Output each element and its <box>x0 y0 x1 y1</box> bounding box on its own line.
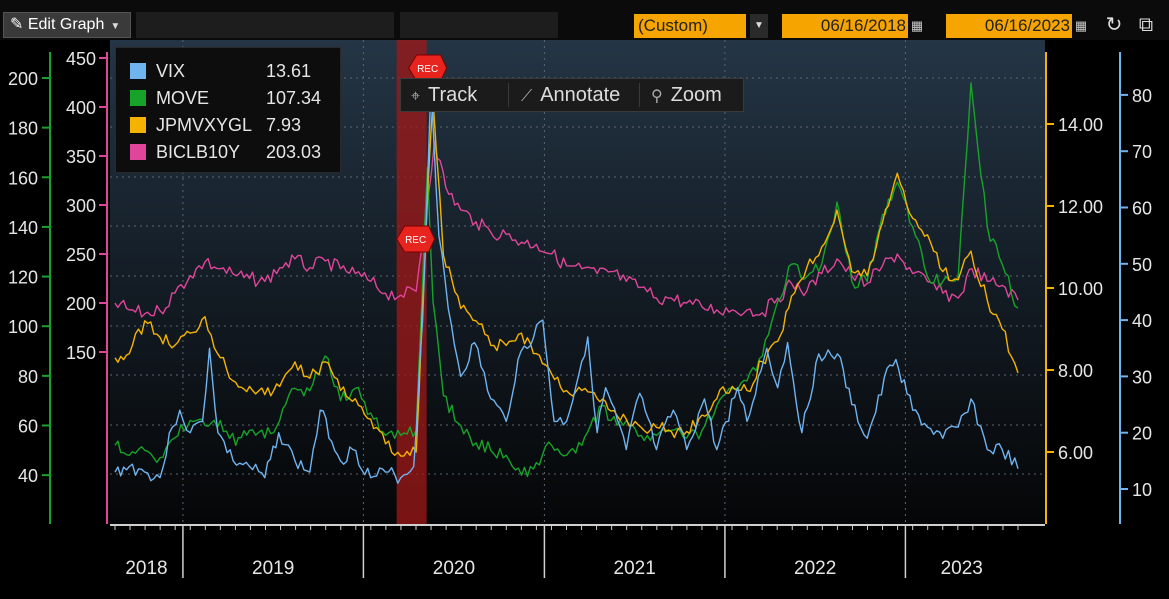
move-tick-label: 100 <box>8 317 38 337</box>
legend-name: MOVE <box>156 88 210 108</box>
jpmvxygl-tick-label: 6.00 <box>1058 443 1093 463</box>
edit-graph-label: Edit Graph <box>27 16 105 33</box>
crosshair-icon: ⌖ <box>411 88 421 105</box>
vix-tick-label: 10 <box>1132 480 1152 500</box>
move-tick-label: 40 <box>18 466 38 486</box>
chevron-down-icon: ▼ <box>110 21 121 32</box>
vix-tick-label: 20 <box>1132 424 1152 444</box>
x-tick-label: 2019 <box>252 558 294 579</box>
biclb10y-tick-label: 350 <box>66 147 96 167</box>
legend-swatch <box>130 90 146 106</box>
rec-marker-label: REC <box>405 235 426 246</box>
legend-value: 13.61 <box>266 61 312 81</box>
jpmvxygl-tick-label: 12.00 <box>1058 197 1103 217</box>
rec-marker-label: REC <box>417 64 438 75</box>
toolbar-divider <box>508 83 509 107</box>
vix-tick-label: 40 <box>1132 311 1152 331</box>
legend-value: 107.34 <box>266 88 322 108</box>
x-tick-label: 2023 <box>941 558 983 579</box>
jpmvxygl-tick-label: 8.00 <box>1058 361 1093 381</box>
x-tick-label: 2018 <box>125 558 167 579</box>
rec-marker-mid: REC <box>396 225 436 253</box>
calendar-icon[interactable]: ▦ <box>910 18 924 33</box>
legend-swatch <box>130 63 146 79</box>
vix-tick-label: 60 <box>1132 199 1152 219</box>
x-tick-label: 2022 <box>794 558 836 579</box>
range-dropdown-icon[interactable]: ▼ <box>750 14 768 38</box>
move-tick-label: 60 <box>18 416 38 436</box>
right-axes: 6.00 8.00 10.00 12.00 14.00 10 20 30 40 50 60 70 80 <box>1045 52 1152 524</box>
toolbar-divider <box>639 83 640 107</box>
top-toolbar: ✎ Edit Graph ▼ (Custom) ▼ 06/16/2018 ▦ 06… <box>0 0 1169 40</box>
biclb10y-tick-label: 400 <box>66 98 96 118</box>
biclb10y-tick-label: 300 <box>66 196 96 216</box>
jpmvxygl-tick-label: 14.00 <box>1058 115 1103 135</box>
move-tick-label: 80 <box>18 367 38 387</box>
recession-band <box>396 40 427 524</box>
x-tick-label: 2021 <box>614 558 656 579</box>
move-tick-label: 200 <box>8 69 38 89</box>
legend-name: VIX <box>156 61 186 81</box>
move-tick-label: 180 <box>8 119 38 139</box>
chart-tools-toolbar: ⌖ Track ⟋ Annotate ⚲ Zoom <box>400 78 744 112</box>
legend-swatch <box>130 117 146 133</box>
series-line-move <box>114 82 1019 478</box>
vix-tick-label: 70 <box>1132 142 1152 162</box>
series-line-biclb10y <box>114 140 1019 318</box>
x-axis: 2018 2019 2020 2021 2022 2023 <box>110 524 1045 579</box>
pencil-icon: ✎ <box>10 16 24 33</box>
zoom-tool[interactable]: ⚲ Zoom <box>651 79 722 111</box>
annotate-icon: ⟋ <box>521 88 533 105</box>
biclb10y-tick-label: 150 <box>66 343 96 363</box>
search-icon: ⚲ <box>651 88 663 105</box>
rec-marker-shape <box>396 225 436 253</box>
calendar-icon[interactable]: ▦ <box>1074 18 1088 33</box>
series-lines <box>114 82 1019 484</box>
refresh-icon[interactable]: ↻ <box>1105 14 1123 36</box>
vix-tick-label: 80 <box>1132 86 1152 106</box>
zoom-label: Zoom <box>670 84 722 106</box>
edit-graph-button[interactable]: ✎ Edit Graph ▼ <box>3 12 131 38</box>
move-tick-label: 160 <box>8 168 38 188</box>
legend: VIX 13.61 MOVE 107.34 JPMVXYGL 7.93 BICL… <box>115 47 341 173</box>
gridlines <box>110 40 1045 524</box>
range-preset-select[interactable]: (Custom) <box>634 14 746 38</box>
legend-name: BICLB10Y <box>156 142 241 162</box>
legend-value: 203.03 <box>266 142 322 162</box>
toolbar-segment <box>400 12 558 38</box>
vix-tick-label: 50 <box>1132 255 1152 275</box>
track-label: Track <box>428 84 478 106</box>
track-tool[interactable]: ⌖ Track <box>411 79 477 111</box>
jpmvxygl-tick-label: 10.00 <box>1058 279 1103 299</box>
move-tick-label: 140 <box>8 218 38 238</box>
x-tick-label: 2020 <box>433 558 475 579</box>
annotate-tool[interactable]: ⟋ Annotate <box>521 79 620 111</box>
series-line-vix <box>114 82 1019 484</box>
end-date-field[interactable]: 06/16/2023 <box>946 14 1072 38</box>
toolbar-segment <box>136 12 394 38</box>
legend-swatch <box>130 144 146 160</box>
popout-icon[interactable]: ⧉ <box>1138 14 1154 36</box>
legend-name: JPMVXYGL <box>156 115 253 135</box>
start-date-field[interactable]: 06/16/2018 <box>782 14 908 38</box>
legend-value: 7.93 <box>266 115 302 135</box>
move-tick-label: 120 <box>8 268 38 288</box>
biclb10y-tick-label: 250 <box>66 245 96 265</box>
vix-tick-label: 30 <box>1132 367 1152 387</box>
biclb10y-tick-label: 200 <box>66 294 96 314</box>
biclb10y-tick-label: 450 <box>66 49 96 69</box>
annotate-label: Annotate <box>540 84 621 106</box>
series-line-jpmvxygl <box>114 98 1019 457</box>
left-axes: 40 60 80 100 120 140 160 180 200 150 200 250 300 350 4… <box>8 49 108 524</box>
